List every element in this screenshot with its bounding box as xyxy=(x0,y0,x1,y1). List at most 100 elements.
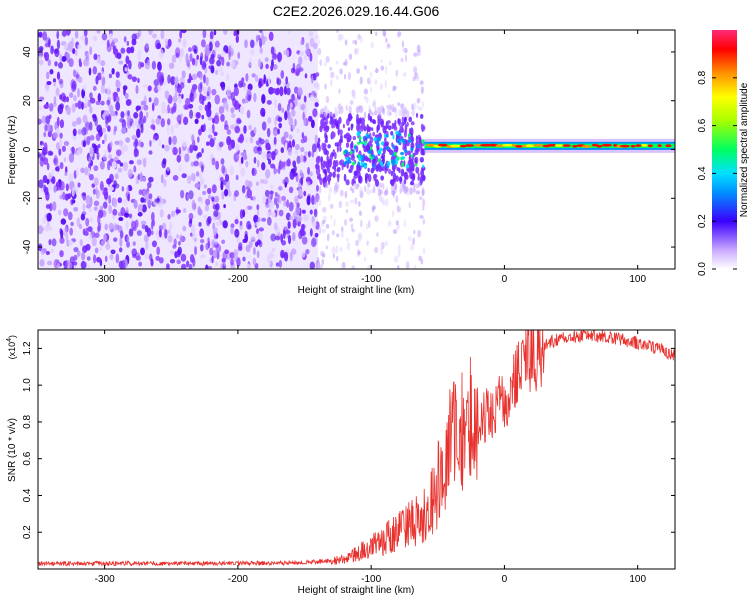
spectrogram-cell xyxy=(262,111,266,117)
spectrogram-cell xyxy=(369,72,373,78)
spectrogram-cell xyxy=(301,131,305,139)
spectrogram-cell xyxy=(149,253,153,261)
spectrogram-cell xyxy=(314,134,318,145)
spectrogram-cell xyxy=(104,223,108,231)
spectrogram-cell xyxy=(115,95,120,103)
spectrogram-cell xyxy=(199,73,203,81)
spectrogram-cell xyxy=(61,145,67,152)
spectrogram-cell xyxy=(390,130,394,136)
spectrogram-cell xyxy=(363,111,367,119)
spectrogram-cell xyxy=(321,253,326,258)
spectrogram-cell xyxy=(142,115,147,124)
spectrogram-cell xyxy=(269,204,272,211)
spectrogram-cell xyxy=(328,186,333,194)
spectrogram-cell xyxy=(115,253,120,264)
spectrogram-cell xyxy=(417,229,422,238)
spectrogram-cell xyxy=(82,84,87,92)
spectrogram-cell xyxy=(230,223,235,229)
spectrogram-cell xyxy=(295,206,301,215)
spectrogram-cell xyxy=(347,113,353,122)
spectrogram-cell xyxy=(85,97,88,106)
spectrogram-cell xyxy=(133,199,138,209)
spectrogram-cell xyxy=(384,141,390,146)
spectrogram-cell xyxy=(343,73,347,80)
spectrogram-cell xyxy=(374,246,379,254)
spectrogram-cell xyxy=(176,234,179,239)
spectrogram-cell xyxy=(360,122,366,130)
spectrogram-cell xyxy=(415,74,420,82)
spectrogram-cell xyxy=(178,38,182,43)
spectrogram-cell xyxy=(118,247,123,253)
spectrogram-cell xyxy=(99,160,105,170)
spectrogram-cell xyxy=(69,262,73,269)
spectrogram-cell xyxy=(95,75,99,85)
spectrogram-cell xyxy=(286,158,291,167)
spectrogram-cell xyxy=(233,86,239,97)
spectrogram-cell xyxy=(102,139,105,145)
spectrogram-cell xyxy=(360,161,364,166)
spectrogram-cell xyxy=(111,68,115,75)
spectrogram-cell xyxy=(65,232,69,243)
spectrogram-cell xyxy=(235,154,240,160)
spectrogram-cell xyxy=(266,100,272,105)
spectrogram-cell xyxy=(300,146,305,153)
spectrogram-cell xyxy=(192,202,197,211)
spectrogram-cell xyxy=(360,219,363,228)
spectrogram-cell xyxy=(180,189,185,199)
spectrogram-cell xyxy=(115,80,121,89)
spectrogram-cell xyxy=(324,105,328,112)
spectrogram-cell xyxy=(372,119,377,125)
spectrogram-cell xyxy=(278,196,282,204)
spectrogram-cell xyxy=(309,209,313,215)
spectrogram-cell xyxy=(314,102,319,108)
spectrogram-cell xyxy=(206,91,210,97)
colorbar: 0.0 0.2 0.4 0.6 0.8 Normalized spectral ampl… xyxy=(697,30,750,276)
spectrogram-cell xyxy=(318,38,321,46)
spectrogram-cell xyxy=(115,149,122,157)
spectrogram-cell xyxy=(229,165,234,176)
spectrogram-cell xyxy=(82,245,88,253)
spectrogram-cell xyxy=(330,215,333,220)
spectrogram-cell xyxy=(157,84,162,91)
spectrogram-cell xyxy=(356,141,360,145)
spectrogram-cell xyxy=(214,195,220,203)
spectrogram-cell xyxy=(192,145,198,152)
spectrogram-cell xyxy=(170,210,176,217)
spectrogram-cell xyxy=(223,188,229,197)
spectrogram-cell xyxy=(409,186,413,195)
spectrogram-cell xyxy=(248,57,253,67)
spectrogram-cell xyxy=(96,30,101,34)
spectrogram-cell xyxy=(77,87,80,98)
spectrogram-cell xyxy=(271,247,276,253)
spectrogram-cell xyxy=(391,190,395,196)
spectrogram-cell xyxy=(416,144,420,149)
spectrogram-cell xyxy=(44,43,50,48)
spectrogram-cell xyxy=(87,226,93,233)
spectrogram-cell xyxy=(547,143,557,147)
spectrogram-cell xyxy=(502,143,514,147)
spectrogram-cell xyxy=(422,205,425,211)
spectrogram-cell xyxy=(71,187,75,197)
spectrogram-cell xyxy=(238,161,242,167)
spectrogram-cell xyxy=(348,160,352,164)
spectrogram-cell xyxy=(135,84,139,95)
spectrogram-cell xyxy=(334,142,339,147)
spectrogram-cell xyxy=(85,217,90,227)
spectrogram-cell xyxy=(110,110,116,117)
spectrogram-cell xyxy=(413,229,416,235)
spectrogram-cell xyxy=(140,220,147,226)
spectrogram-cell xyxy=(326,166,331,174)
spectrogram-cell xyxy=(581,145,592,148)
spectrogram-cell xyxy=(44,225,49,232)
spectrogram-cell xyxy=(317,112,321,119)
spectrogram-cell xyxy=(310,238,317,248)
spectrogram-cell xyxy=(253,126,257,134)
spectrogram-cell xyxy=(262,36,268,42)
spectrogram-cell xyxy=(414,149,419,156)
spectrogram-cell xyxy=(141,204,147,213)
spectrogram-cell xyxy=(186,193,190,200)
spectrogram-cell xyxy=(220,158,225,165)
spectrogram-cell xyxy=(365,157,370,162)
spectrogram-cell xyxy=(151,60,157,70)
spectrogram-cell xyxy=(156,233,160,241)
